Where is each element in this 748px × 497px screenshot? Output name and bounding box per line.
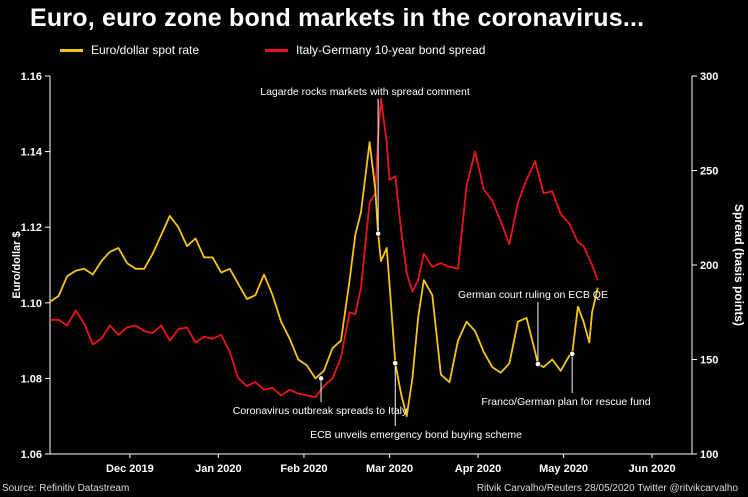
legend-label-euro: Euro/dollar spot rate: [91, 43, 200, 57]
y-left-tick-label: 1.14: [21, 147, 43, 159]
y-right-tick-label: 300: [700, 71, 718, 83]
x-tick-label: Feb 2020: [280, 463, 327, 475]
chart-title: Euro, euro zone bond markets in the coro…: [30, 4, 645, 32]
annotation-german-court-marker: [535, 361, 541, 367]
legend-swatch-euro: [60, 48, 83, 52]
x-tick-label: Apr 2020: [455, 463, 501, 475]
annotation-franco-german-marker: [569, 350, 576, 357]
euro-series-line: [49, 141, 599, 418]
y-right-tick-label: 150: [700, 355, 718, 367]
y-left-tick-label: 1.06: [21, 449, 42, 461]
source-note: Source: Refinitiv Datastream: [2, 483, 130, 494]
credit-note: Ritvik Carvalho/Reuters 28/05/2020 Twitt…: [476, 483, 738, 494]
y-right-tick-label: 250: [700, 166, 718, 178]
x-tick-label: Jun 2020: [629, 463, 676, 475]
annotation-lagarde-label: Lagarde rocks markets with spread commen…: [260, 86, 470, 98]
spread-series-line: [50, 97, 599, 399]
annotation-ecb-scheme-label: ECB unveils emergency bond buying scheme: [310, 429, 522, 441]
x-tick-label: May 2020: [539, 463, 588, 475]
y-right-tick-label: 100: [700, 449, 718, 461]
y-left-tick-label: 1.10: [21, 298, 42, 310]
x-tick-label: Mar 2020: [366, 463, 413, 475]
annotation-franco-german-label: Franco/German plan for rescue fund: [481, 396, 650, 408]
y-right-axis-title: Spread (basis points): [732, 204, 746, 326]
legend-label-spread: Italy-Germany 10-year bond spread: [296, 43, 486, 57]
y-left-tick-label: 1.16: [21, 71, 42, 83]
y-left-axis-title: Euro/dollar $: [11, 231, 23, 298]
y-left-tick-label: 1.08: [21, 373, 42, 385]
annotation-german-court-label: German court ruling on ECB QE: [458, 289, 608, 301]
annotation-ecb-scheme-marker: [392, 360, 399, 367]
annotation-coronavirus-marker: [318, 375, 324, 382]
x-tick-label: Dec 2019: [106, 463, 154, 475]
legend-item-spread: Italy-Germany 10-year bond spread: [265, 42, 485, 58]
y-right-tick-label: 200: [700, 260, 718, 272]
y-left-tick-label: 1.12: [21, 222, 42, 234]
annotation-coronavirus-label: Coronavirus outbreak spreads to Italy: [233, 405, 408, 417]
annotation-lagarde-marker: [375, 230, 382, 237]
legend-swatch-spread: [265, 48, 288, 52]
legend-item-euro: Euro/dollar spot rate: [60, 42, 199, 58]
x-tick-label: Jan 2020: [195, 463, 241, 475]
